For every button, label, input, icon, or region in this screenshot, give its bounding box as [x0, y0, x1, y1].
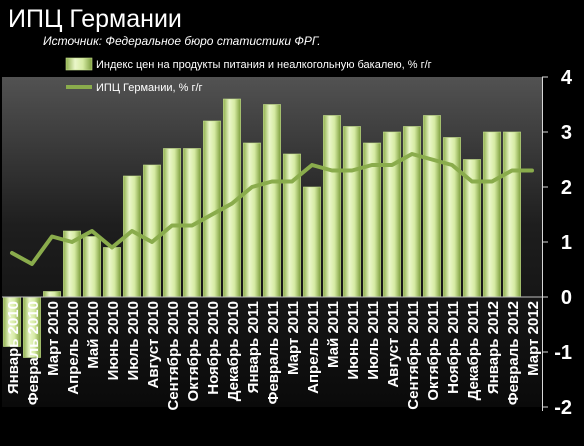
x-tick-label: Февраль 2011 — [265, 301, 282, 404]
x-tick-label: Июнь 2011 — [345, 301, 362, 380]
bar — [383, 131, 401, 298]
bar — [243, 142, 261, 298]
x-axis: Январь 2010 Февраль 2010 Март 2010 Апрель 2… — [2, 296, 542, 411]
line-point — [10, 251, 14, 255]
bar — [483, 131, 501, 298]
x-tick-label: Июнь 2010 — [105, 301, 122, 380]
legend-label-bar: Индекс цен на продукты питания и неалког… — [96, 59, 432, 71]
line-point — [390, 163, 394, 167]
y-tick-label: 4 — [561, 67, 573, 89]
y-axis: -2 -1 0 1 2 3 4 — [542, 67, 573, 419]
line-point — [230, 202, 234, 205]
x-tick-label: Январь 2010 — [5, 301, 22, 394]
legend-label-line: ИПЦ Германии, % г/г — [96, 82, 203, 94]
legend: Индекс цен на продукты питания и неалког… — [65, 57, 432, 94]
line-point — [50, 235, 54, 238]
line-point — [190, 224, 194, 227]
x-tick-label: Октябрь 2011 — [425, 301, 442, 401]
x-tick-label: Март 2010 — [45, 301, 62, 376]
x-tick-label: Май 2011 — [325, 301, 342, 368]
x-tick-label: Март 2012 — [525, 301, 542, 376]
bar — [263, 104, 281, 298]
bar — [163, 148, 181, 298]
line-point — [310, 163, 314, 167]
line-point — [130, 229, 134, 233]
bar — [423, 115, 441, 298]
x-tick-label: Февраль 2012 — [505, 301, 522, 405]
y-tick-label: 1 — [561, 232, 572, 254]
line-point — [70, 240, 74, 244]
y-tick-label: 2 — [561, 177, 572, 199]
bar — [503, 131, 521, 298]
chart-subtitle: Источник: Федеральное бюро статистики ФР… — [43, 34, 321, 48]
x-tick-label: Сентябрь 2011 — [405, 301, 422, 410]
x-tick-label: Январь 2012 — [485, 301, 502, 394]
line-point — [530, 169, 534, 172]
x-tick-label: Август 2010 — [145, 301, 162, 389]
y-tick-label: 0 — [561, 287, 572, 309]
line-point — [330, 169, 334, 172]
x-tick-label: Октябрь 2010 — [185, 301, 202, 401]
y-tick-label: -2 — [554, 397, 572, 419]
line-point — [490, 180, 494, 183]
x-tick-label: Ноябрь 2011 — [445, 301, 462, 394]
bar — [43, 291, 61, 298]
y-tick-label: -1 — [554, 342, 572, 364]
line-point — [290, 180, 294, 183]
x-tick-label: Февраль 2010 — [25, 301, 42, 405]
bar — [143, 164, 161, 298]
x-tick-label: Июль 2010 — [125, 301, 142, 381]
x-tick-label: Апрель 2011 — [305, 301, 322, 394]
line-point — [510, 169, 514, 172]
bar — [303, 186, 321, 298]
line-point — [430, 158, 434, 161]
line-series — [10, 152, 534, 266]
x-tick-label: Декабрь 2010 — [225, 301, 242, 401]
line-point — [270, 180, 274, 183]
x-tick-label: Апрель 2010 — [65, 301, 82, 395]
line-point — [170, 224, 174, 227]
bar — [83, 236, 101, 298]
chart-title: ИПЦ Германии — [8, 5, 182, 33]
line-point — [370, 163, 374, 167]
legend-swatch-bar — [65, 57, 93, 71]
line-point — [210, 213, 214, 216]
x-tick-label: Июль 2011 — [365, 301, 382, 380]
x-tick-label: Май 2010 — [85, 301, 102, 369]
line-point — [350, 169, 354, 172]
bar — [103, 247, 121, 298]
bar — [343, 126, 361, 298]
line-point — [470, 180, 474, 183]
x-tick-label: Август 2011 — [385, 301, 402, 388]
line-point — [250, 185, 254, 189]
y-tick-label: 3 — [561, 122, 572, 144]
line-point — [90, 229, 94, 233]
line-point — [30, 262, 34, 266]
line-point — [110, 246, 114, 249]
x-tick-label: Сентябрь 2010 — [165, 301, 182, 411]
x-tick-label: Март 2011 — [285, 301, 302, 375]
x-tick-label: Декабрь 2011 — [465, 301, 482, 400]
line-point — [410, 152, 414, 156]
line-point — [150, 240, 154, 244]
bar — [323, 115, 341, 298]
x-tick-label: Январь 2011 — [245, 301, 262, 393]
x-tick-label: Ноябрь 2010 — [205, 301, 222, 395]
line-point — [450, 163, 454, 167]
bar-series — [3, 98, 521, 358]
